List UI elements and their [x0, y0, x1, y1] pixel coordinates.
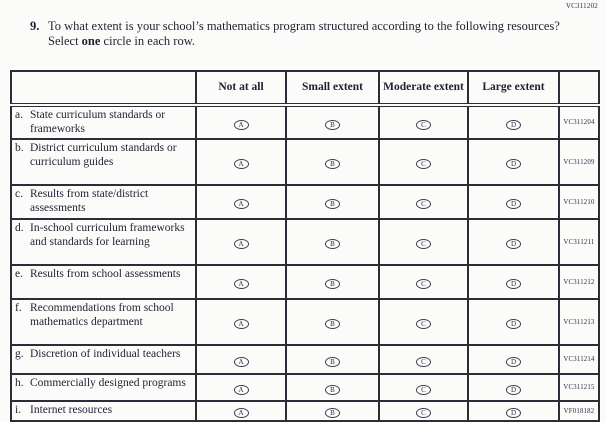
row-code: VC311210 — [558, 184, 600, 220]
oval-option-a[interactable]: A — [233, 279, 249, 289]
oval-option-b[interactable]: B — [325, 384, 340, 395]
row-label: District curriculum standards or curricu… — [30, 142, 177, 168]
row-label: Internet resources — [30, 404, 113, 416]
row-code: VC311214 — [558, 344, 600, 375]
oval-option-c[interactable]: C — [416, 159, 431, 169]
oval-option-d[interactable]: D — [506, 356, 521, 367]
table-row-i: i. Internet resources A B C D VF018182 — [10, 400, 600, 422]
page-code: VC311202 — [565, 2, 598, 10]
oval-option-c[interactable]: C — [416, 279, 431, 289]
oval-option-a[interactable]: A — [233, 319, 249, 329]
oval-option-c[interactable]: C — [416, 408, 431, 418]
row-code: VF018182 — [558, 400, 600, 422]
header-moderate-extent: Moderate extent — [378, 70, 469, 107]
header-large-extent: Large extent — [467, 70, 560, 107]
oval-option-c[interactable]: C — [416, 199, 431, 209]
table-row-f: f. Recommendations from school mathematic… — [10, 298, 600, 346]
oval-option-b[interactable]: B — [325, 119, 340, 130]
row-label: Commercially designed programs — [30, 377, 186, 389]
oval-option-d[interactable]: D — [506, 159, 521, 169]
oval-option-b[interactable]: B — [325, 279, 340, 289]
row-code: VC311209 — [558, 138, 600, 186]
oval-option-b[interactable]: B — [325, 159, 340, 169]
header-small-extent: Small extent — [285, 70, 380, 107]
oval-option-c[interactable]: C — [416, 384, 431, 395]
oval-option-a[interactable]: A — [233, 159, 249, 169]
oval-option-a[interactable]: A — [233, 199, 249, 209]
table-row-h: h. Commercially designed programs A B C D… — [10, 373, 600, 402]
row-letter: e. — [15, 268, 23, 280]
table-row-g: g. Discretion of individual teachers A B … — [10, 344, 600, 375]
row-letter: a. — [15, 109, 23, 121]
row-label: State curriculum standards or frameworks — [30, 109, 166, 135]
header-empty-cell — [10, 70, 197, 107]
oval-option-d[interactable]: D — [506, 319, 521, 329]
row-letter: h. — [15, 377, 24, 389]
row-letter: c. — [15, 188, 23, 200]
oval-option-d[interactable]: D — [506, 279, 521, 289]
question-text-bold: one — [81, 34, 101, 48]
oval-option-a[interactable]: A — [233, 356, 249, 367]
row-letter: b. — [15, 142, 24, 154]
oval-option-a[interactable]: A — [233, 239, 249, 249]
row-label: Results from school assessments — [30, 268, 181, 280]
response-matrix-table: Not at all Small extent Moderate extent … — [10, 70, 600, 422]
question-text: To what extent is your school’s mathemat… — [48, 19, 578, 49]
header-row: Not at all Small extent Moderate extent … — [10, 70, 600, 107]
row-code: VC311215 — [558, 373, 600, 402]
row-label: In-school curriculum frameworks and stan… — [30, 222, 185, 248]
question-text-after: circle in each row. — [100, 34, 196, 48]
oval-option-d[interactable]: D — [506, 119, 521, 130]
row-letter: i. — [15, 404, 22, 416]
oval-option-b[interactable]: B — [325, 239, 340, 249]
oval-option-d[interactable]: D — [506, 408, 521, 418]
oval-option-b[interactable]: B — [325, 408, 340, 418]
question-9: 9. To what extent is your school’s mathe… — [30, 19, 578, 49]
row-label: Discretion of individual teachers — [30, 348, 181, 360]
oval-option-d[interactable]: D — [506, 384, 521, 395]
question-text-before: To what extent is your school’s mathemat… — [48, 19, 560, 48]
row-letter: d. — [15, 222, 24, 234]
row-code: VC311212 — [558, 264, 600, 300]
row-code: VC311211 — [558, 218, 600, 266]
table-row-e: e. Results from school assessments A B C … — [10, 264, 600, 300]
row-label: Results from state/district assessments — [30, 188, 149, 214]
table-row-c: c. Results from state/district assessment… — [10, 184, 600, 220]
row-code: VC311204 — [558, 104, 600, 140]
row-letter: f. — [15, 302, 22, 314]
oval-option-a[interactable]: A — [233, 384, 249, 395]
row-label: Recommendations from school mathematics … — [30, 302, 174, 328]
oval-option-c[interactable]: C — [416, 319, 431, 329]
oval-option-c[interactable]: C — [416, 119, 431, 130]
oval-option-c[interactable]: C — [416, 239, 431, 249]
header-not-at-all: Not at all — [195, 70, 287, 107]
row-code: VC311213 — [558, 298, 600, 346]
oval-option-b[interactable]: B — [325, 199, 340, 209]
table-row-a: a. State curriculum standards or framewor… — [10, 104, 600, 140]
oval-option-c[interactable]: C — [416, 356, 431, 367]
oval-option-d[interactable]: D — [506, 199, 521, 209]
header-code-cell — [558, 70, 600, 107]
table-row-b: b. District curriculum standards or curri… — [10, 138, 600, 186]
oval-option-b[interactable]: B — [325, 319, 340, 329]
oval-option-b[interactable]: B — [325, 356, 340, 367]
table-row-d: d. In-school curriculum frameworks and st… — [10, 218, 600, 266]
oval-option-a[interactable]: A — [233, 119, 249, 130]
oval-option-a[interactable]: A — [233, 408, 249, 418]
row-letter: g. — [15, 348, 24, 360]
question-number: 9. — [30, 19, 40, 33]
oval-option-d[interactable]: D — [506, 239, 521, 249]
